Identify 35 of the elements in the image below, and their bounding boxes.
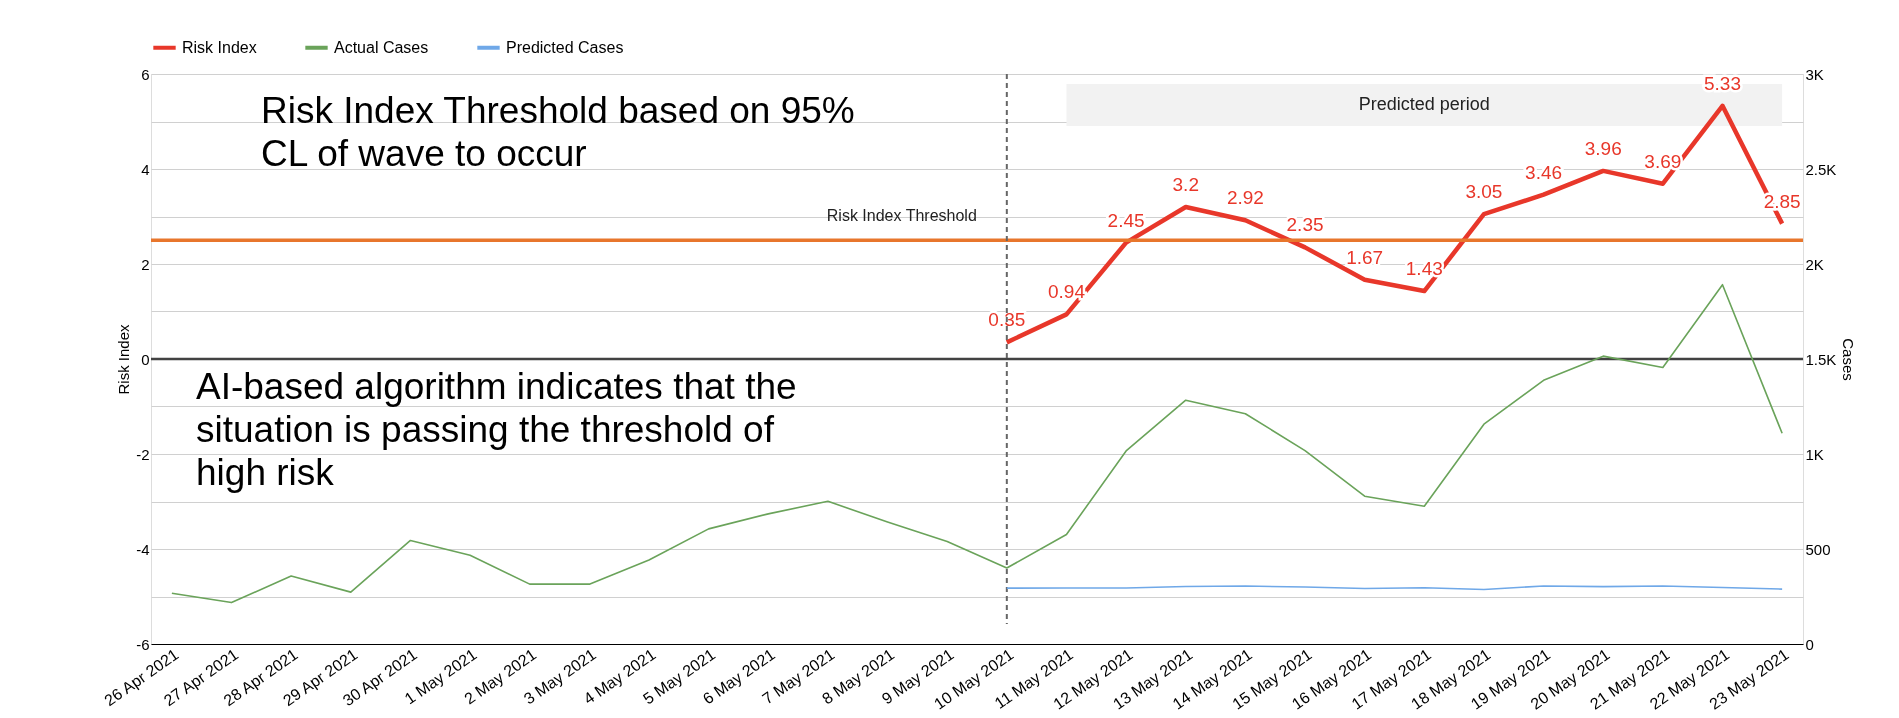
y-tick-label: -6 xyxy=(136,635,150,653)
data-label: 3.2 xyxy=(1172,174,1199,195)
y2-tick-label: 2.5K xyxy=(1805,160,1837,178)
legend-label: Risk Index xyxy=(182,38,257,56)
band-label: Predicted period xyxy=(1358,94,1490,114)
annotation: AI-based algorithm indicates that the situation is passing the threshold of high risk xyxy=(196,366,797,493)
data-label: 3.96 xyxy=(1584,137,1622,159)
data-label: 3.46 xyxy=(1525,161,1563,183)
data-label: 2.35 xyxy=(1286,214,1324,236)
data-label: 1.67 xyxy=(1346,246,1384,268)
y-tick-label: 6 xyxy=(141,65,150,83)
y2-tick-label: 2K xyxy=(1805,255,1824,273)
y-tick-label: -2 xyxy=(136,445,150,463)
data-label: 2.92 xyxy=(1226,187,1264,209)
legend-label: Predicted Cases xyxy=(506,38,624,56)
y-tick-label: 0 xyxy=(141,350,150,368)
annotation: Risk Index Threshold based on 95% CL of wave to occur xyxy=(261,90,855,174)
y-tick-label: 2 xyxy=(141,255,150,273)
y-tick-label: -4 xyxy=(136,540,150,558)
y2-tick-label: 1.5K xyxy=(1805,350,1837,368)
legend-label: Actual Cases xyxy=(334,38,429,56)
data-label: 0.35 xyxy=(988,309,1026,331)
data-label: 0.94 xyxy=(1047,281,1086,303)
y-tick-label: 4 xyxy=(141,160,150,178)
y-axis-title: Risk Index xyxy=(115,323,133,395)
y2-axis-title: Cases xyxy=(1840,338,1858,381)
data-label: 3.05 xyxy=(1465,181,1503,203)
data-label: 5.33 xyxy=(1704,72,1741,94)
y2-tick-label: 500 xyxy=(1805,540,1831,558)
line-series xyxy=(171,283,1783,604)
y2-tick-label: 1K xyxy=(1805,445,1824,463)
data-label: 2.45 xyxy=(1107,209,1145,231)
y2-tick-label: 0 xyxy=(1805,635,1814,653)
ref-line-label: Risk Index Threshold xyxy=(826,207,977,225)
y2-tick-label: 3K xyxy=(1805,65,1824,83)
